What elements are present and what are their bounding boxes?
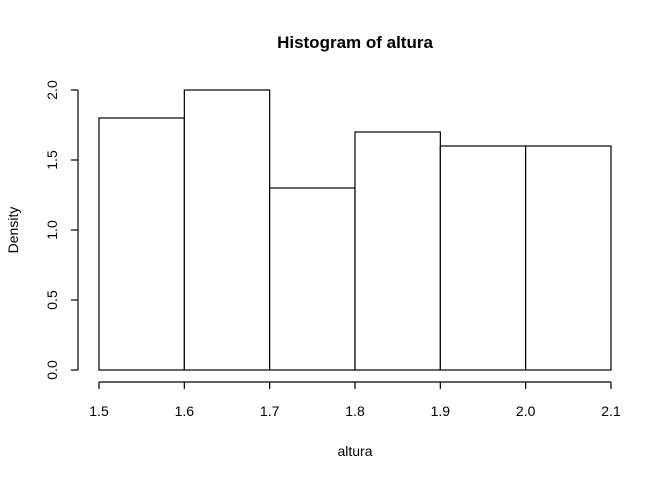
histogram-bar xyxy=(354,131,441,371)
histogram-bar xyxy=(439,145,527,371)
histogram-bar xyxy=(183,89,271,371)
x-axis: 1.5 1.6 1.7 1.8 1.9 2.0 2.1 xyxy=(89,381,621,419)
x-tick-label: 2.1 xyxy=(601,403,621,419)
x-tick-label: 1.5 xyxy=(89,403,109,419)
x-tick-label: 1.8 xyxy=(345,403,365,419)
x-axis-label: altura xyxy=(337,443,372,459)
histogram-bar xyxy=(269,187,356,371)
y-axis-label: Density xyxy=(5,207,21,254)
x-tick-label: 2.0 xyxy=(516,403,536,419)
y-tick-label: 1.5 xyxy=(44,150,60,170)
bars-group xyxy=(98,89,612,371)
y-tick-label: 2.0 xyxy=(44,80,60,100)
chart-title: Histogram of altura xyxy=(277,33,433,52)
y-tick-label: 0.0 xyxy=(44,360,60,380)
x-tick-label: 1.6 xyxy=(175,403,195,419)
y-tick-label: 1.0 xyxy=(44,220,60,240)
y-tick-label: 0.5 xyxy=(44,290,60,310)
histogram-bar xyxy=(98,117,185,371)
histogram-bar xyxy=(525,145,612,371)
y-axis: 0.0 0.5 1.0 1.5 2.0 xyxy=(44,80,79,380)
x-tick-label: 1.7 xyxy=(260,403,280,419)
x-tick-label: 1.9 xyxy=(431,403,451,419)
